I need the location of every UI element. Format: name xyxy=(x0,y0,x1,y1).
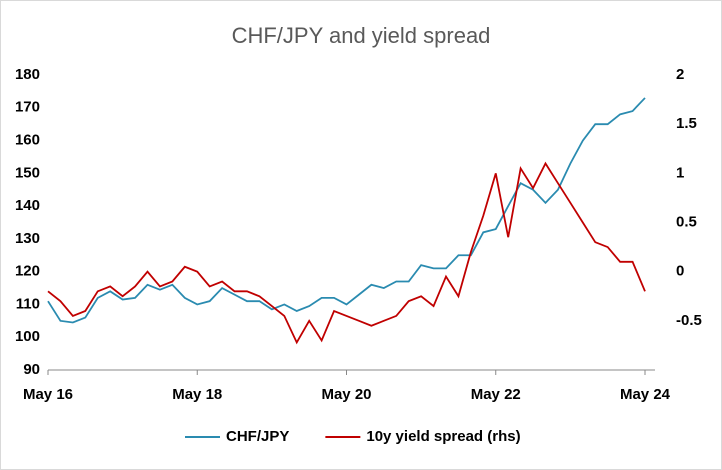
y2-tick-label: 1 xyxy=(676,164,684,181)
y2-tick-label: 1.5 xyxy=(676,115,697,132)
legend-label: 10y yield spread (rhs) xyxy=(366,428,520,445)
series-line xyxy=(47,97,646,324)
y2-tick-label: 2 xyxy=(676,66,684,83)
x-tick-label: May 18 xyxy=(172,386,222,403)
y-tick-label: 130 xyxy=(15,230,40,247)
y2-tick-label: 0 xyxy=(676,263,684,280)
y-tick-label: 140 xyxy=(15,197,40,214)
y-tick-label: 150 xyxy=(15,164,40,181)
chart-title: CHF/JPY and yield spread xyxy=(232,23,491,48)
y-tick-label: 170 xyxy=(15,99,40,116)
y-tick-label: 180 xyxy=(15,66,40,83)
x-tick-label: May 24 xyxy=(620,386,671,403)
y2-tick-label: -0.5 xyxy=(676,312,702,329)
y-tick-label: 100 xyxy=(15,328,40,345)
x-tick-label: May 16 xyxy=(23,386,73,403)
x-tick-label: May 20 xyxy=(321,386,371,403)
y2-tick-label: 0.5 xyxy=(676,213,697,230)
y-tick-label: 160 xyxy=(15,132,40,149)
y-tick-label: 120 xyxy=(15,263,40,280)
y-tick-label: 90 xyxy=(23,361,40,378)
legend-label: CHF/JPY xyxy=(226,428,289,445)
series-line xyxy=(47,161,646,345)
x-tick-label: May 22 xyxy=(471,386,521,403)
y-tick-label: 110 xyxy=(16,295,40,312)
